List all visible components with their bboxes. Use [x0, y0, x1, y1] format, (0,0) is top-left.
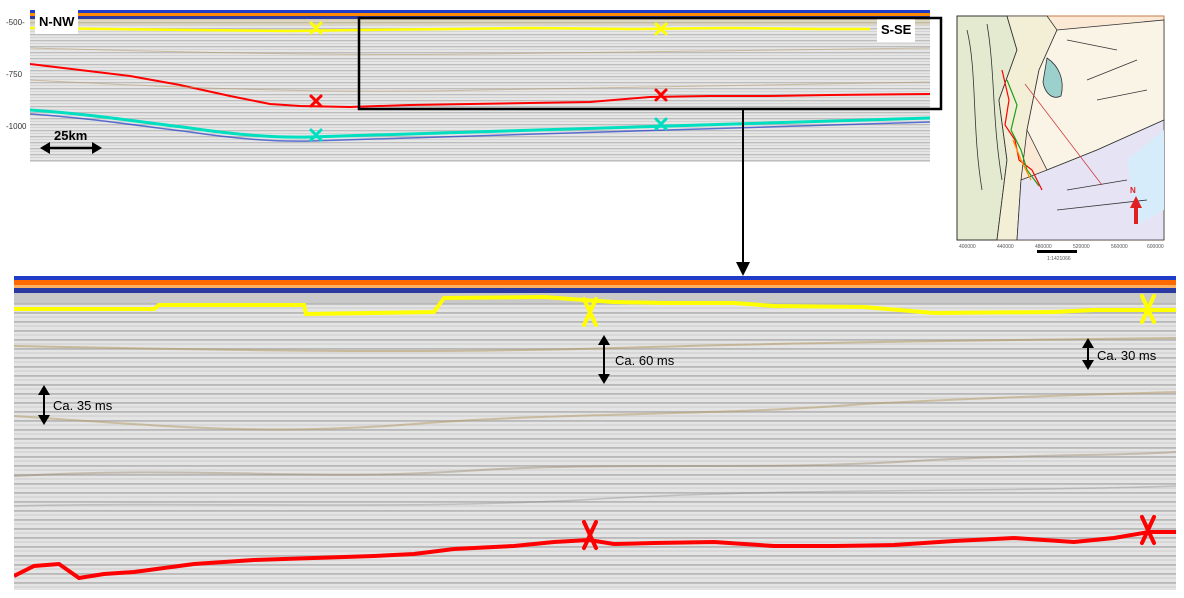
- map-x-tick: 600000: [1147, 244, 1164, 250]
- map-scale-text: 1:1421066: [1047, 256, 1071, 262]
- thickness-label-left: Ca. 35 ms: [53, 398, 113, 413]
- north-arrow-label: N: [1130, 186, 1136, 195]
- thickness-label-right: Ca. 30 ms: [1097, 348, 1157, 363]
- middle-tie-marker: [309, 94, 323, 108]
- upper-tie-marker: [309, 21, 323, 35]
- map-x-tick: 440000: [997, 244, 1014, 250]
- depth-tick-1000: -1000: [6, 122, 27, 131]
- map-x-tick: 520000: [1073, 244, 1090, 250]
- overview-seismic-section: [30, 10, 930, 162]
- lower-tie-marker: [309, 128, 323, 142]
- map-x-tick: 560000: [1111, 244, 1128, 250]
- map-x-tick: 400000: [959, 244, 976, 250]
- upper-horizon-zoom: [14, 294, 1176, 317]
- map-x-tick: 480000: [1035, 244, 1052, 250]
- label-nnw: N-NW: [35, 10, 79, 34]
- zoomed-seismic-section: [14, 276, 1176, 590]
- lower-horizon-top: [30, 108, 930, 139]
- middle-horizon-zoom: [14, 530, 1176, 581]
- inset-location-map: N 400000 440000 480000 520000 560000 600…: [947, 10, 1172, 262]
- label-sse: S-SE: [877, 18, 916, 42]
- thickness-label-mid: Ca. 60 ms: [615, 353, 675, 368]
- scale-bar-label: 25km: [54, 128, 88, 143]
- depth-tick-500: -500-: [6, 18, 25, 27]
- depth-tick-750: -750: [6, 70, 23, 79]
